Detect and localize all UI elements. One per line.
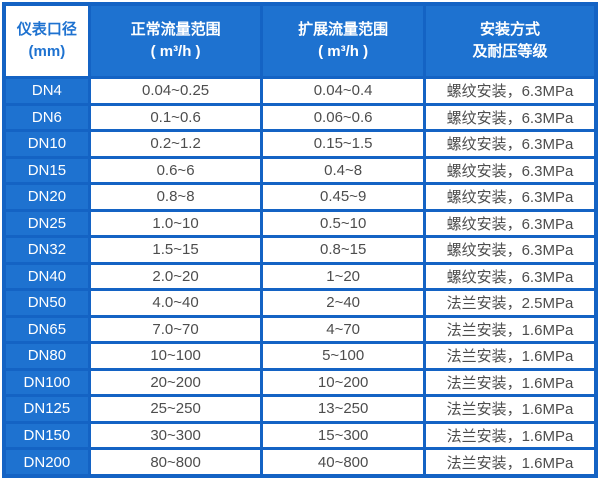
- installation-pressure-value: 法兰安装，1.6MPa: [422, 367, 598, 398]
- normal-flow-value: 80~800: [87, 447, 264, 478]
- col-header-extended-flow: 扩展流量范围 ( m³/h ): [260, 2, 426, 79]
- table-row: DN50 4.0~40 2~40 法兰安装，2.5MPa: [2, 288, 598, 318]
- normal-flow-value: 25~250: [87, 394, 264, 424]
- table-row: DN6 0.1~0.6 0.06~0.6 螺纹安装，6.3MPa: [2, 102, 598, 133]
- row-header-diameter: DN40: [2, 261, 91, 292]
- extended-flow-value: 0.15~1.5: [260, 129, 426, 159]
- col-header-diameter: 仪表口径 (mm): [2, 2, 91, 79]
- normal-flow-value: 4.0~40: [87, 288, 264, 318]
- table-row: DN32 1.5~15 0.8~15 螺纹安装，6.3MPa: [2, 235, 598, 265]
- row-header-diameter: DN32: [2, 235, 91, 265]
- row-header-diameter: DN65: [2, 314, 91, 345]
- extended-flow-value: 2~40: [260, 288, 426, 318]
- col-header-installation: 安装方式 及耐压等级: [422, 2, 598, 79]
- normal-flow-value: 20~200: [87, 367, 264, 398]
- installation-pressure-value: 法兰安装，1.6MPa: [422, 314, 598, 345]
- row-header-diameter: DN10: [2, 129, 91, 159]
- table-body: DN4 0.04~0.25 0.04~0.4 螺纹安装，6.3MPa DN6 0.1~0.…: [2, 76, 598, 478]
- installation-pressure-value: 螺纹安装，6.3MPa: [422, 102, 598, 133]
- row-header-diameter: DN125: [2, 394, 91, 424]
- row-header-diameter: DN80: [2, 341, 91, 371]
- row-header-diameter: DN150: [2, 420, 91, 451]
- normal-flow-value: 1.5~15: [87, 235, 264, 265]
- installation-pressure-value: 螺纹安装，6.3MPa: [422, 76, 598, 106]
- col-header-extended-flow-line1: 扩展流量范围: [298, 21, 389, 39]
- installation-pressure-value: 法兰安装，1.6MPa: [422, 420, 598, 451]
- installation-pressure-value: 螺纹安装，6.3MPa: [422, 182, 598, 212]
- col-header-normal-flow: 正常流量范围 ( m³/h ): [87, 2, 264, 79]
- extended-flow-value: 0.45~9: [260, 182, 426, 212]
- table-row: DN200 80~800 40~800 法兰安装，1.6MPa: [2, 447, 598, 478]
- installation-pressure-value: 螺纹安装，6.3MPa: [422, 261, 598, 292]
- row-header-diameter: DN4: [2, 76, 91, 106]
- row-header-diameter: DN100: [2, 367, 91, 398]
- table-row: DN80 10~100 5~100 法兰安装，1.6MPa: [2, 341, 598, 371]
- row-header-diameter: DN200: [2, 447, 91, 478]
- table-row: DN25 1.0~10 0.5~10 螺纹安装，6.3MPa: [2, 208, 598, 239]
- normal-flow-value: 1.0~10: [87, 208, 264, 239]
- normal-flow-value: 0.6~6: [87, 155, 264, 186]
- col-header-installation-line2: 及耐压等级: [472, 43, 548, 60]
- table-row: DN150 30~300 15~300 法兰安装，1.6MPa: [2, 420, 598, 451]
- table-row: DN4 0.04~0.25 0.04~0.4 螺纹安装，6.3MPa: [2, 76, 598, 106]
- col-header-normal-flow-line1: 正常流量范围: [130, 21, 221, 39]
- extended-flow-value: 0.8~15: [260, 235, 426, 265]
- table-row: DN15 0.6~6 0.4~8 螺纹安装，6.3MPa: [2, 155, 598, 186]
- extended-flow-value: 13~250: [260, 394, 426, 424]
- extended-flow-value: 0.5~10: [260, 208, 426, 239]
- col-header-diameter-line1: 仪表口径: [16, 21, 77, 39]
- col-header-normal-flow-line2: ( m³/h ): [150, 43, 201, 60]
- col-header-diameter-line2: (mm): [28, 43, 66, 60]
- header-row: 仪表口径 (mm) 正常流量范围 ( m³/h ) 扩展流量范围 ( m³/h …: [2, 2, 598, 79]
- installation-pressure-value: 法兰安装，1.6MPa: [422, 341, 598, 371]
- row-header-diameter: DN50: [2, 288, 91, 318]
- normal-flow-value: 7.0~70: [87, 314, 264, 345]
- extended-flow-value: 15~300: [260, 420, 426, 451]
- extended-flow-value: 4~70: [260, 314, 426, 345]
- table-row: DN20 0.8~8 0.45~9 螺纹安装，6.3MPa: [2, 182, 598, 212]
- normal-flow-value: 0.8~8: [87, 182, 264, 212]
- col-header-extended-flow-line2: ( m³/h ): [318, 43, 369, 60]
- installation-pressure-value: 螺纹安装，6.3MPa: [422, 129, 598, 159]
- installation-pressure-value: 螺纹安装，6.3MPa: [422, 155, 598, 186]
- extended-flow-value: 0.4~8: [260, 155, 426, 186]
- extended-flow-value: 10~200: [260, 367, 426, 398]
- installation-pressure-value: 法兰安装，1.6MPa: [422, 394, 598, 424]
- installation-pressure-value: 法兰安装，1.6MPa: [422, 447, 598, 478]
- row-header-diameter: DN6: [2, 102, 91, 133]
- extended-flow-value: 0.04~0.4: [260, 76, 426, 106]
- extended-flow-value: 1~20: [260, 261, 426, 292]
- table-header: 仪表口径 (mm) 正常流量范围 ( m³/h ) 扩展流量范围 ( m³/h …: [2, 2, 598, 79]
- table-row: DN10 0.2~1.2 0.15~1.5 螺纹安装，6.3MPa: [2, 129, 598, 159]
- table-row: DN125 25~250 13~250 法兰安装，1.6MPa: [2, 394, 598, 424]
- col-header-installation-line1: 安装方式: [479, 21, 540, 39]
- normal-flow-value: 0.04~0.25: [87, 76, 264, 106]
- row-header-diameter: DN25: [2, 208, 91, 239]
- normal-flow-value: 0.2~1.2: [87, 129, 264, 159]
- installation-pressure-value: 螺纹安装，6.3MPa: [422, 208, 598, 239]
- normal-flow-value: 0.1~0.6: [87, 102, 264, 133]
- table-row: DN100 20~200 10~200 法兰安装，1.6MPa: [2, 367, 598, 398]
- table-row: DN40 2.0~20 1~20 螺纹安装，6.3MPa: [2, 261, 598, 292]
- table-row: DN65 7.0~70 4~70 法兰安装，1.6MPa: [2, 314, 598, 345]
- extended-flow-value: 0.06~0.6: [260, 102, 426, 133]
- row-header-diameter: DN20: [2, 182, 91, 212]
- installation-pressure-value: 法兰安装，2.5MPa: [422, 288, 598, 318]
- extended-flow-value: 40~800: [260, 447, 426, 478]
- normal-flow-value: 10~100: [87, 341, 264, 371]
- normal-flow-value: 2.0~20: [87, 261, 264, 292]
- row-header-diameter: DN15: [2, 155, 91, 186]
- extended-flow-value: 5~100: [260, 341, 426, 371]
- normal-flow-value: 30~300: [87, 420, 264, 451]
- installation-pressure-value: 螺纹安装，6.3MPa: [422, 235, 598, 265]
